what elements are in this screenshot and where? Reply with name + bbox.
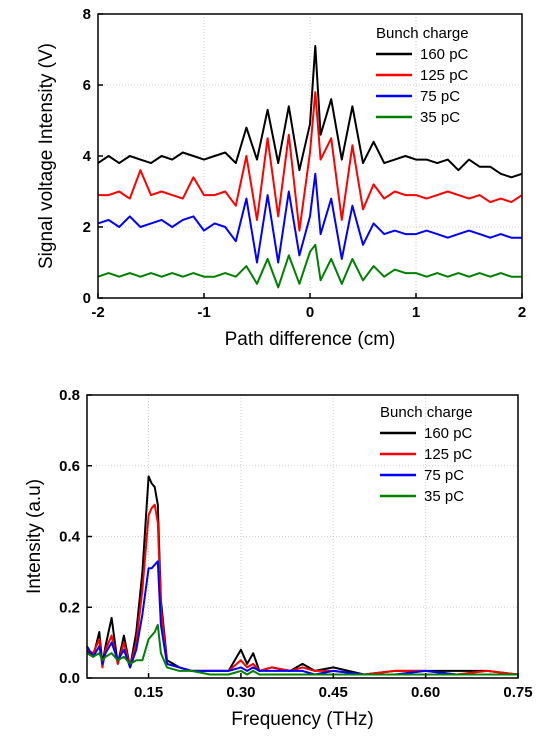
- y-tick-label: 0.2: [59, 599, 80, 616]
- legend-entry: 35 pC: [424, 488, 464, 505]
- legend-entry: 75 pC: [420, 88, 460, 105]
- series-line-160-pc: [97, 45, 523, 179]
- x-tick-label: -2: [91, 304, 104, 321]
- legend-entry: 160 pC: [424, 425, 473, 442]
- x-tick-label: 0.60: [411, 684, 440, 701]
- legend-entry: 160 pC: [420, 46, 469, 63]
- x-tick-label: -1: [197, 304, 210, 321]
- x-tick-label: 0.75: [503, 684, 532, 701]
- legend-entry: 125 pC: [424, 446, 473, 463]
- series-line-35-pc: [86, 623, 518, 676]
- x-axis-label: Path difference (cm): [225, 329, 396, 350]
- y-tick-label: 4: [83, 148, 92, 165]
- y-tick-label: 0.8: [59, 387, 80, 404]
- legend-title: Bunch charge: [380, 404, 473, 421]
- legend-entry: 35 pC: [420, 109, 460, 126]
- x-tick-label: 0.45: [319, 684, 348, 701]
- series-line-75-pc: [97, 172, 522, 264]
- y-tick-label: 0.4: [59, 529, 81, 546]
- y-axis-label: Signal voltage Intensity (V): [36, 43, 57, 269]
- y-tick-label: 8: [83, 6, 91, 23]
- y-tick-label: 0.6: [59, 458, 80, 475]
- x-tick-label: 2: [518, 304, 526, 321]
- series-line-75-pc: [86, 560, 518, 676]
- series-line-125-pc: [98, 91, 523, 232]
- y-tick-label: 0: [83, 290, 91, 307]
- series-line-160-pc: [86, 475, 519, 676]
- x-tick-label: 0: [306, 304, 314, 321]
- y-axis-label: Intensity (a.u): [24, 479, 45, 594]
- frequency-spectrum-chart: 0.15 0.30 0.45 0.60 0.75 0.0 0.2 0.4 0.6 0.8 Frequ…: [24, 387, 533, 730]
- time-domain-chart: -2 -1 0 1 2 0 2 4 6 8 Path difference (cm) Signal v…: [36, 6, 526, 350]
- x-axis-label: Frequency (THz): [231, 709, 374, 730]
- legend-entry: 125 pC: [420, 67, 469, 84]
- y-tick-label: 6: [83, 77, 91, 94]
- series-line-125-pc: [86, 503, 519, 676]
- legend-title: Bunch charge: [376, 25, 469, 42]
- y-tick-label: 2: [83, 219, 91, 236]
- y-tick-label: 0.0: [59, 670, 80, 687]
- x-tick-label: 0.30: [226, 684, 255, 701]
- series-line-35-pc: [97, 243, 522, 289]
- x-tick-label: 1: [412, 304, 420, 321]
- legend-entry: 75 pC: [424, 467, 464, 484]
- x-tick-label: 0.15: [134, 684, 163, 701]
